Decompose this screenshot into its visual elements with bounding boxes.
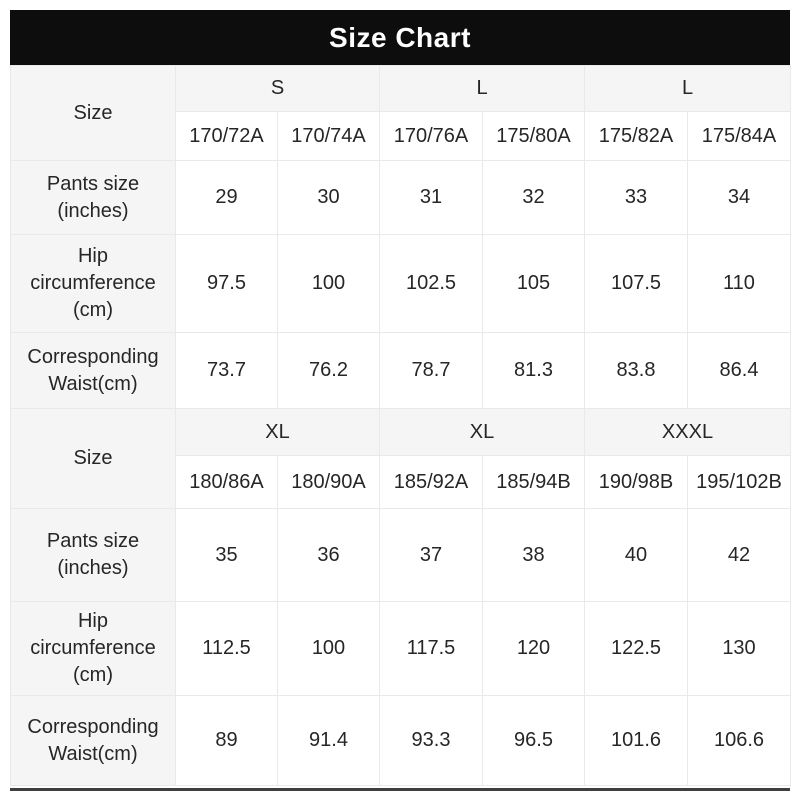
pants-size-cell: 29 — [175, 160, 278, 235]
hip-cell: 110 — [687, 234, 791, 333]
page-title: Size Chart — [329, 21, 471, 53]
pants-size-cell: 31 — [379, 160, 483, 235]
size-group-cell: XXXL — [584, 408, 791, 456]
size-chart-table: Size S L L 170/72A 170/74A 170/76A 175/8… — [10, 65, 791, 786]
waist-cell: 106.6 — [687, 695, 791, 786]
waist-cell: 78.7 — [379, 332, 483, 409]
row-label-waist: Corresponding Waist(cm) — [10, 695, 176, 786]
hip-cell: 97.5 — [175, 234, 278, 333]
size-group-cell: L — [379, 65, 585, 112]
size-group-cell: L — [584, 65, 791, 112]
pants-size-cell: 37 — [379, 508, 483, 602]
bottom-divider — [10, 788, 790, 791]
table-row-size-codes-2: 180/86A 180/90A 185/92A 185/94B 190/98B … — [11, 455, 791, 509]
waist-cell: 76.2 — [277, 332, 380, 409]
table-row-size-groups-1: Size S L L — [10, 65, 791, 161]
size-code-cell: 185/94B — [482, 455, 585, 509]
table-row-size-codes-1: 170/72A 170/74A 170/76A 175/80A 175/82A … — [11, 111, 791, 161]
waist-cell: 81.3 — [482, 332, 585, 409]
size-code-cell: 175/80A — [482, 111, 585, 161]
table-row-hip-circumference-2: Hip circumference (cm) 112.5 100 117.5 1… — [10, 601, 791, 696]
size-code-cell: 185/92A — [379, 455, 483, 509]
size-code-cell: 170/74A — [277, 111, 380, 161]
table-row-size-groups-2: Size XL XL XXXL — [10, 408, 791, 509]
pants-size-cell: 34 — [687, 160, 791, 235]
pants-size-cell: 38 — [482, 508, 585, 602]
pants-size-cell: 33 — [584, 160, 688, 235]
size-code-cell: 170/76A — [379, 111, 483, 161]
table-row-pants-size-1: Pants size (inches) 29 30 31 32 33 34 — [10, 160, 791, 235]
row-label-size: Size — [10, 65, 176, 161]
hip-cell: 107.5 — [584, 234, 688, 333]
row-label-waist: Corresponding Waist(cm) — [10, 332, 176, 409]
row-label-size: Size — [10, 408, 176, 509]
size-code-cell: 175/84A — [687, 111, 791, 161]
size-group-cell: XL — [379, 408, 585, 456]
pants-size-cell: 40 — [584, 508, 688, 602]
size-code-cell: 170/72A — [175, 111, 278, 161]
table-row-waist-1: Corresponding Waist(cm) 73.7 76.2 78.7 8… — [10, 332, 791, 409]
size-code-cell: 195/102B — [687, 455, 791, 509]
pants-size-cell: 30 — [277, 160, 380, 235]
row-label-hip-circumference: Hip circumference (cm) — [10, 234, 176, 333]
size-code-cell: 180/90A — [277, 455, 380, 509]
table-row-pants-size-2: Pants size (inches) 35 36 37 38 40 42 — [10, 508, 791, 602]
pants-size-cell: 32 — [482, 160, 585, 235]
pants-size-cell: 35 — [175, 508, 278, 602]
hip-cell: 100 — [277, 234, 380, 333]
hip-cell: 105 — [482, 234, 585, 333]
row-label-pants-size: Pants size (inches) — [10, 508, 176, 602]
waist-cell: 101.6 — [584, 695, 688, 786]
size-group-cell: S — [175, 65, 380, 112]
hip-cell: 122.5 — [584, 601, 688, 696]
waist-cell: 86.4 — [687, 332, 791, 409]
waist-cell: 91.4 — [277, 695, 380, 786]
waist-cell: 73.7 — [175, 332, 278, 409]
size-code-cell: 190/98B — [584, 455, 688, 509]
size-group-cell: XL — [175, 408, 380, 456]
hip-cell: 100 — [277, 601, 380, 696]
hip-cell: 112.5 — [175, 601, 278, 696]
hip-cell: 130 — [687, 601, 791, 696]
pants-size-cell: 42 — [687, 508, 791, 602]
row-label-hip-circumference: Hip circumference (cm) — [10, 601, 176, 696]
size-chart-title-bar: Size Chart — [10, 10, 790, 65]
hip-cell: 120 — [482, 601, 585, 696]
table-row-waist-2: Corresponding Waist(cm) 89 91.4 93.3 96.… — [10, 695, 791, 786]
waist-cell: 96.5 — [482, 695, 585, 786]
waist-cell: 83.8 — [584, 332, 688, 409]
row-label-pants-size: Pants size (inches) — [10, 160, 176, 235]
hip-cell: 102.5 — [379, 234, 483, 333]
waist-cell: 89 — [175, 695, 278, 786]
table-row-hip-circumference-1: Hip circumference (cm) 97.5 100 102.5 10… — [10, 234, 791, 333]
size-code-cell: 175/82A — [584, 111, 688, 161]
pants-size-cell: 36 — [277, 508, 380, 602]
waist-cell: 93.3 — [379, 695, 483, 786]
hip-cell: 117.5 — [379, 601, 483, 696]
size-code-cell: 180/86A — [175, 455, 278, 509]
